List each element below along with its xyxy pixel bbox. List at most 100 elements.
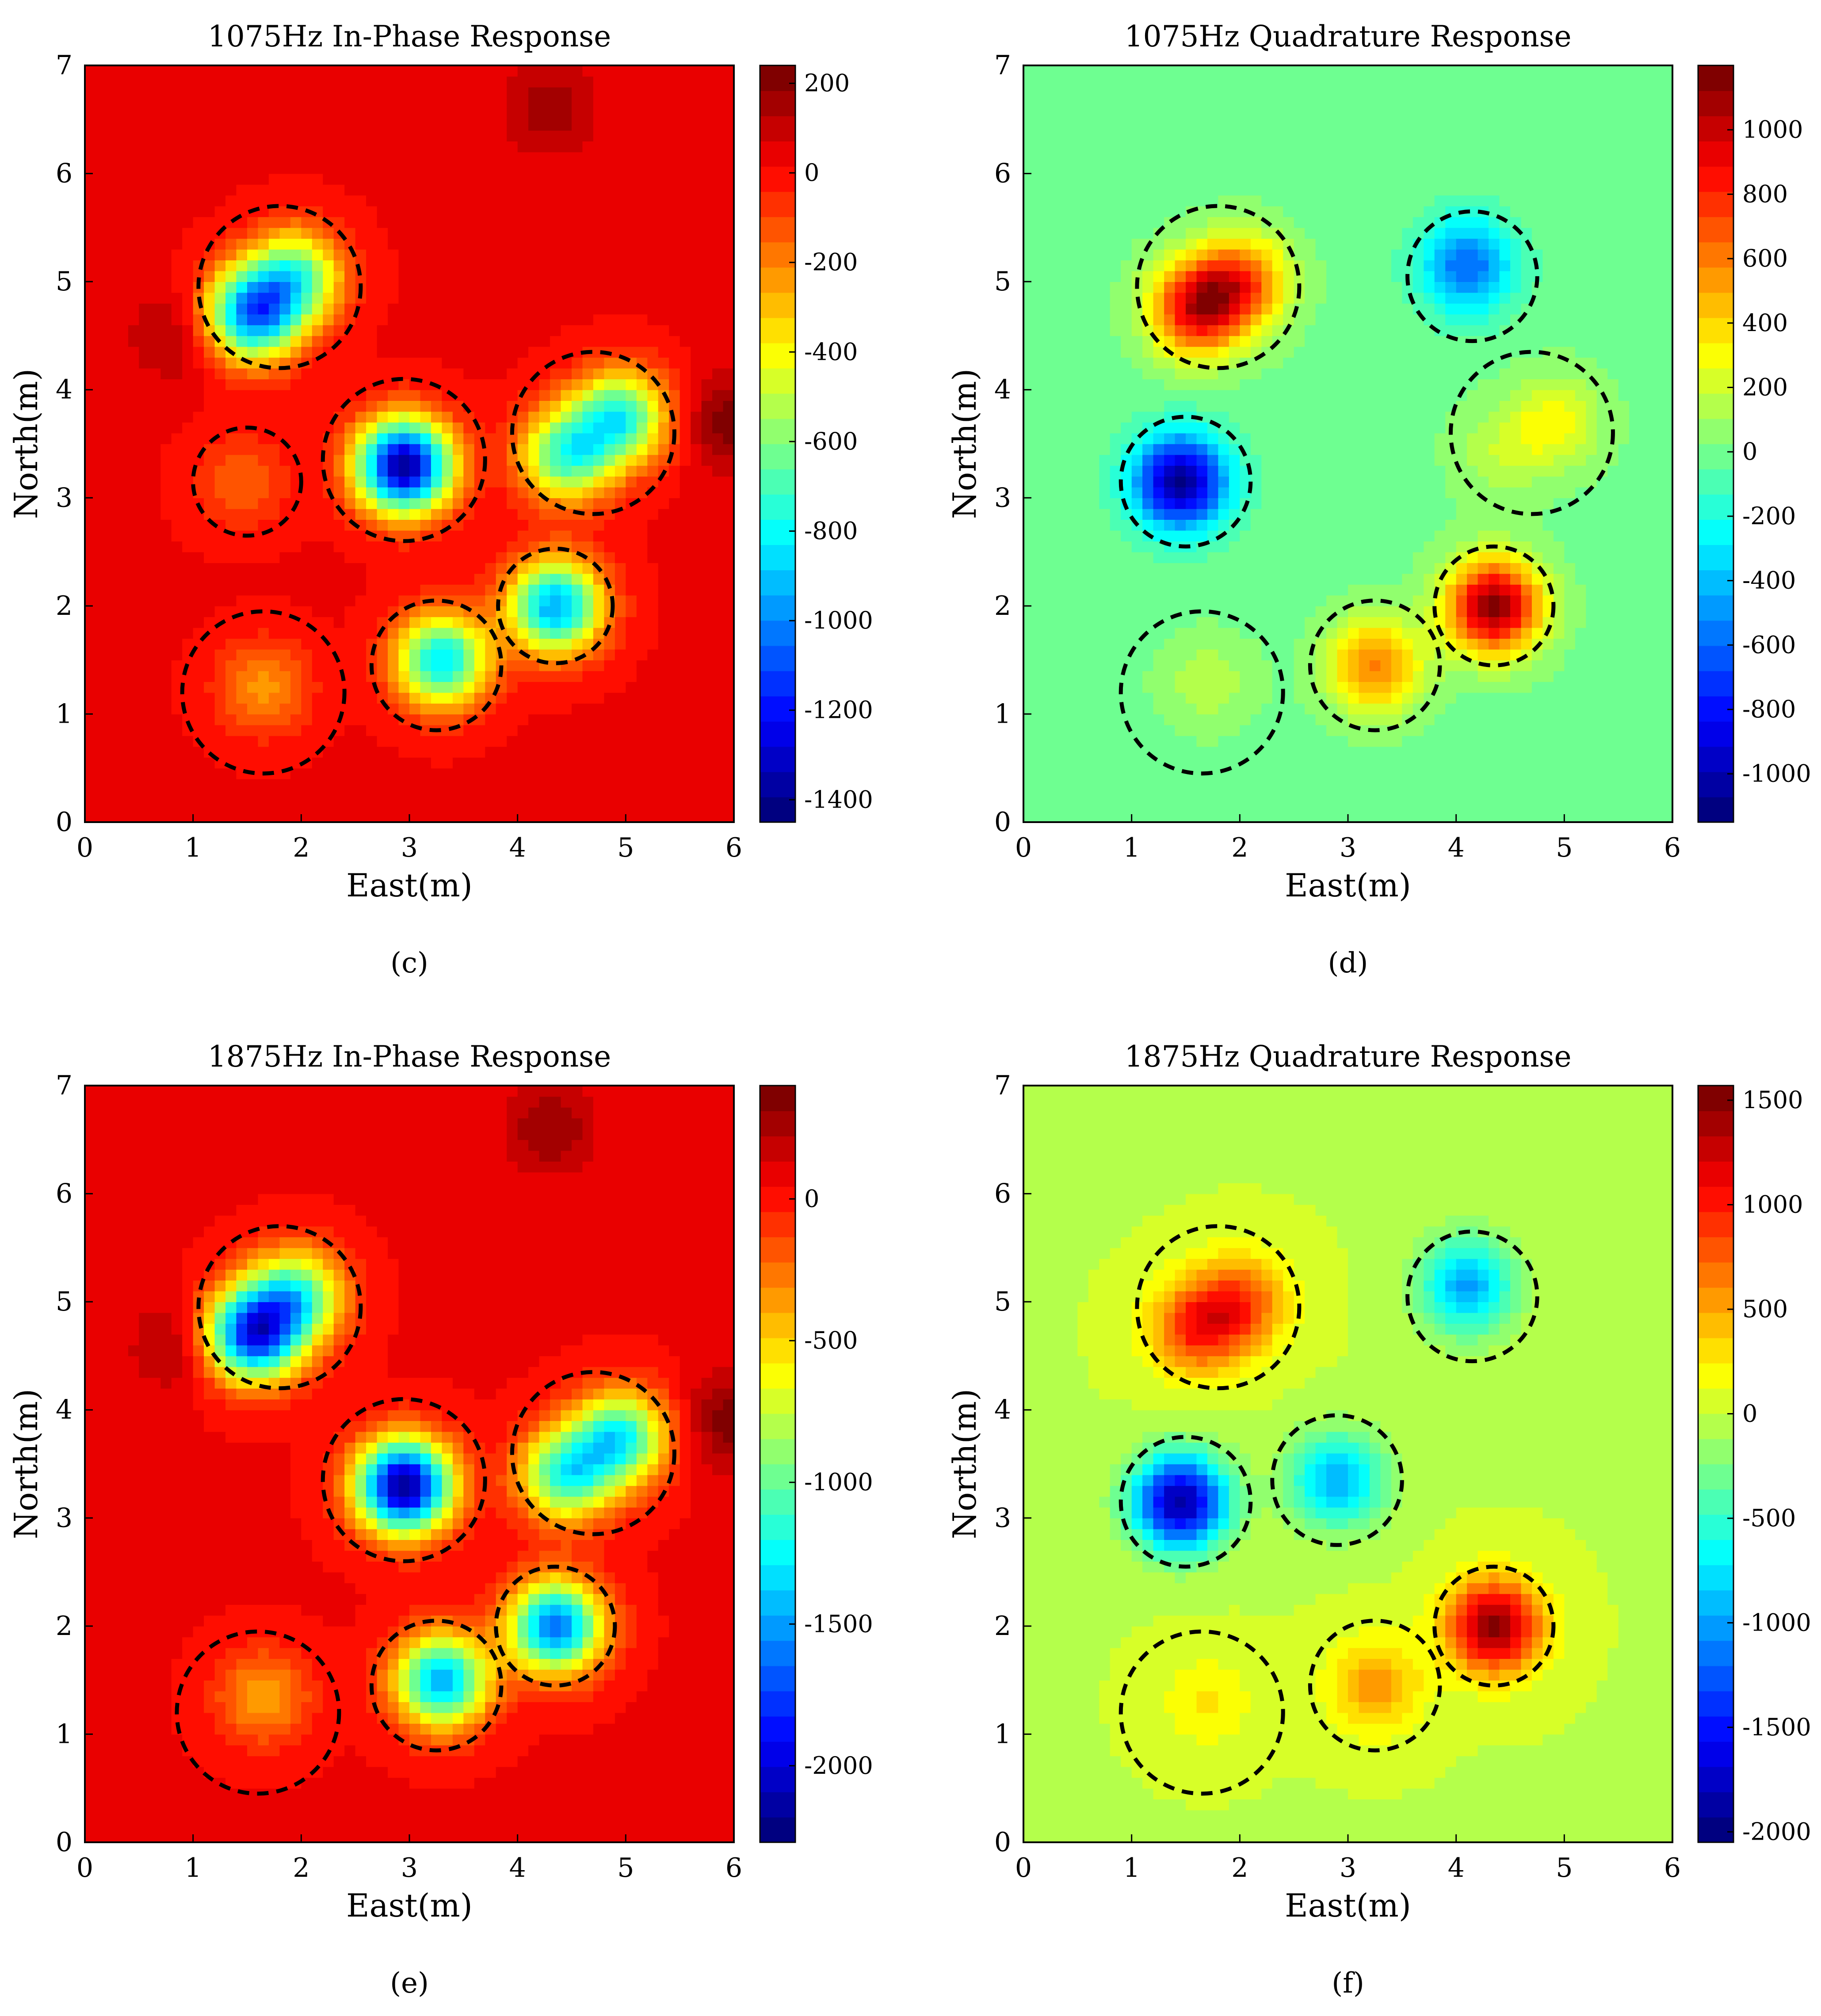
field-cell <box>636 238 648 250</box>
field-cell <box>344 465 356 477</box>
field-cell <box>420 519 431 531</box>
field-cell <box>160 519 172 531</box>
field-cell <box>582 422 594 434</box>
field-cell <box>312 736 324 747</box>
field-cell <box>214 779 226 790</box>
field-cell <box>160 411 172 423</box>
field-cell <box>680 724 691 736</box>
field-cell <box>1066 530 1078 541</box>
field-cell <box>106 282 118 293</box>
field-cell <box>1034 411 1046 423</box>
field-cell <box>409 444 421 455</box>
field-cell <box>279 130 291 141</box>
field-cell <box>1077 195 1089 206</box>
field-cell <box>409 714 421 725</box>
field-cell <box>301 314 313 325</box>
field-cell <box>550 271 561 282</box>
field-cell <box>572 584 583 596</box>
field-cell <box>398 411 410 423</box>
field-cell <box>507 487 518 499</box>
field-cell <box>106 454 118 466</box>
field-cell <box>647 811 659 822</box>
field-cell <box>485 476 496 488</box>
field-cell <box>561 227 572 239</box>
field-cell <box>290 541 302 553</box>
field-cell <box>247 487 259 499</box>
field-cell <box>1056 617 1067 628</box>
field-cell <box>604 800 615 812</box>
field-cell <box>258 746 269 758</box>
field-cell <box>149 714 161 725</box>
field-cell <box>117 76 129 88</box>
field-cell <box>160 584 172 596</box>
field-cell <box>1110 400 1121 412</box>
field-cell <box>561 573 572 585</box>
field-cell <box>225 271 237 282</box>
field-cell <box>258 724 269 736</box>
field-cell <box>517 163 529 174</box>
field-cell <box>377 433 388 444</box>
field-cell <box>539 552 550 563</box>
field-cell <box>333 584 345 596</box>
field-cell <box>582 714 594 725</box>
field-cell <box>409 98 421 109</box>
field-cell <box>258 282 269 293</box>
field-cell <box>182 76 194 88</box>
field-cell <box>647 163 659 174</box>
field-cell <box>1110 811 1121 822</box>
field-cell <box>604 724 615 736</box>
field-cell <box>604 260 615 271</box>
field-cell <box>409 173 421 185</box>
field-cell <box>431 206 443 217</box>
field-cell <box>301 163 313 174</box>
field-cell <box>95 552 107 563</box>
field-cell <box>366 173 378 185</box>
field-cell <box>106 508 118 520</box>
field-cell <box>1088 379 1100 390</box>
field-cell <box>1088 108 1100 120</box>
field-cell <box>593 282 605 293</box>
field-cell <box>1023 195 1035 206</box>
field-cell <box>442 98 453 109</box>
field-cell <box>669 163 680 174</box>
field-cell <box>647 724 659 736</box>
field-cell <box>85 465 96 477</box>
field-cell <box>95 584 107 596</box>
field-cell <box>593 627 605 639</box>
field-cell <box>344 87 356 99</box>
field-cell <box>128 487 140 499</box>
field-cell <box>1077 498 1089 509</box>
field-cell <box>214 163 226 174</box>
field-cell <box>1110 714 1121 725</box>
field-cell <box>312 325 324 336</box>
field-cell <box>279 98 291 109</box>
field-cell <box>463 519 475 531</box>
field-cell <box>268 757 280 769</box>
field-cell <box>247 595 259 606</box>
field-cell <box>366 465 378 477</box>
field-cell <box>388 335 399 347</box>
field-cell <box>388 519 399 531</box>
field-cell <box>344 649 356 660</box>
field-cell <box>647 76 659 88</box>
field-cell <box>160 508 172 520</box>
field-cell <box>691 736 702 747</box>
field-cell <box>409 195 421 206</box>
field-cell <box>301 379 313 390</box>
field-cell <box>420 389 431 401</box>
field-cell <box>258 649 269 660</box>
field-cell <box>149 163 161 174</box>
field-cell <box>247 789 259 801</box>
field-cell <box>1023 563 1035 574</box>
field-cell <box>139 314 150 325</box>
colorbar-tick-label: -600 <box>804 427 858 455</box>
field-cell <box>268 444 280 455</box>
field-cell <box>1045 379 1057 390</box>
field-cell <box>593 519 605 531</box>
field-cell <box>507 703 518 715</box>
field-cell <box>647 519 659 531</box>
field-cell <box>214 563 226 574</box>
field-cell <box>312 800 324 812</box>
field-cell <box>355 346 366 358</box>
field-cell <box>388 757 399 769</box>
